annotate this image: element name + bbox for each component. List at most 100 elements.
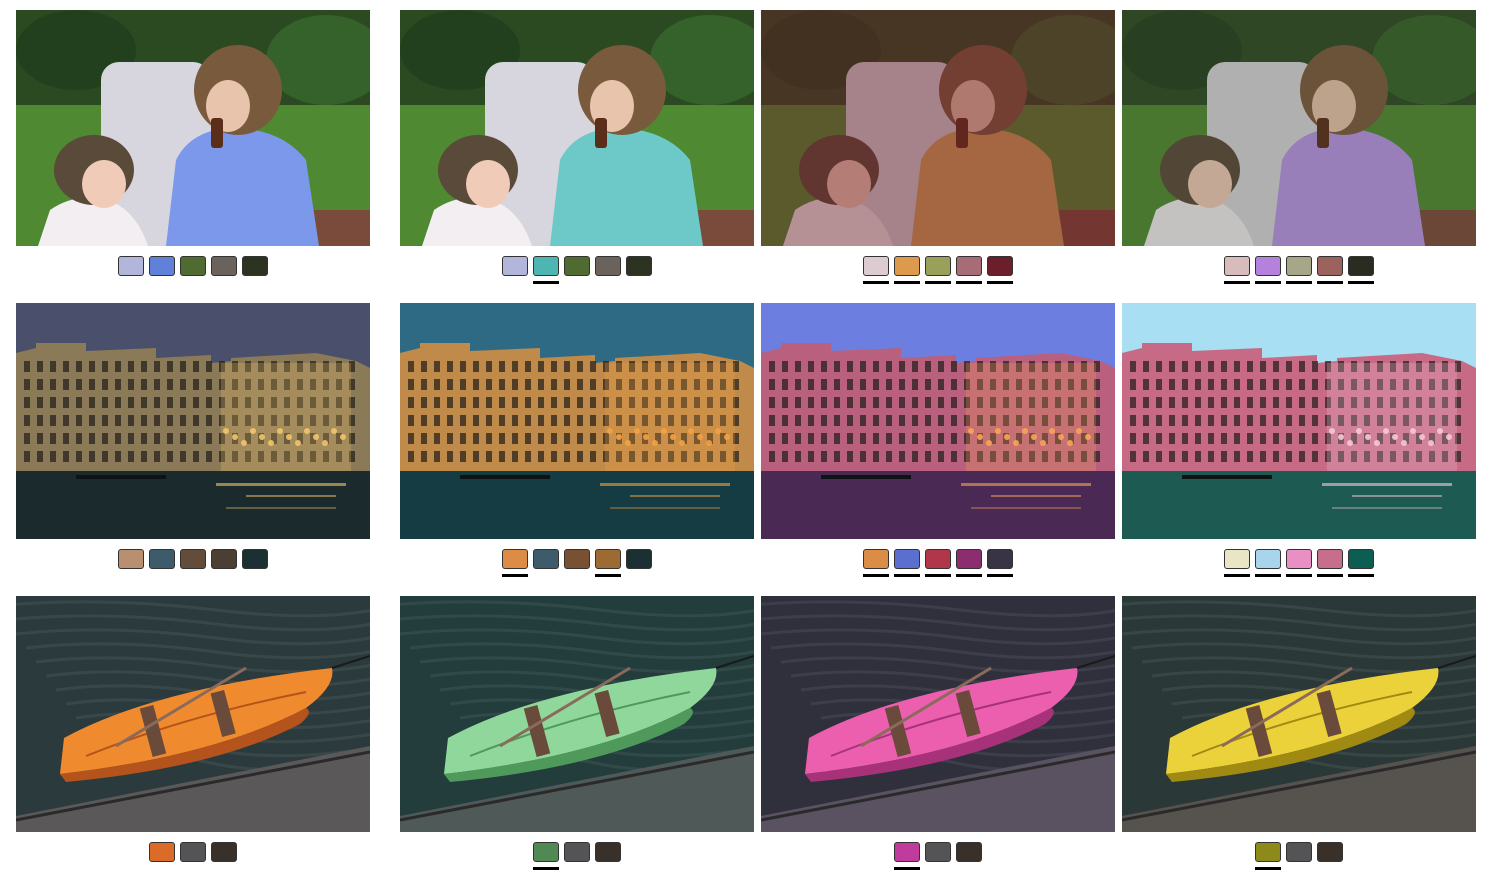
palette-swatch-3[interactable]: [180, 256, 206, 286]
palette-swatch-3[interactable]: [956, 842, 982, 872]
palette-swatch-5[interactable]: [242, 549, 268, 579]
palette-swatch-1[interactable]: [863, 256, 889, 286]
swatch-color[interactable]: [1317, 842, 1343, 862]
palette-swatch-2[interactable]: [925, 842, 951, 872]
swatch-color[interactable]: [180, 842, 206, 862]
swatch-color[interactable]: [894, 549, 920, 569]
swatch-color[interactable]: [956, 549, 982, 569]
palette-swatch-4[interactable]: [956, 549, 982, 579]
swatch-color[interactable]: [595, 842, 621, 862]
swatch-color[interactable]: [564, 549, 590, 569]
palette-swatch-5[interactable]: [626, 549, 652, 579]
palette-swatch-1[interactable]: [149, 842, 175, 872]
swatch-color[interactable]: [149, 549, 175, 569]
swatch-color[interactable]: [987, 256, 1013, 276]
swatch-color[interactable]: [1224, 549, 1250, 569]
palette-swatch-1[interactable]: [1224, 549, 1250, 579]
palette-swatch-2[interactable]: [533, 549, 559, 579]
swatch-color[interactable]: [956, 256, 982, 276]
palette-swatch-2[interactable]: [533, 256, 559, 286]
swatch-color[interactable]: [180, 549, 206, 569]
palette-swatch-4[interactable]: [956, 256, 982, 286]
swatch-color[interactable]: [564, 256, 590, 276]
swatch-color[interactable]: [1255, 256, 1281, 276]
swatch-color[interactable]: [987, 549, 1013, 569]
swatch-color[interactable]: [956, 842, 982, 862]
swatch-color[interactable]: [925, 549, 951, 569]
swatch-color[interactable]: [863, 549, 889, 569]
swatch-color[interactable]: [242, 549, 268, 569]
palette-swatch-4[interactable]: [211, 549, 237, 579]
palette-swatch-1[interactable]: [502, 256, 528, 286]
swatch-color[interactable]: [118, 256, 144, 276]
swatch-color[interactable]: [180, 256, 206, 276]
swatch-color[interactable]: [564, 842, 590, 862]
swatch-color[interactable]: [211, 256, 237, 276]
palette-swatch-3[interactable]: [564, 256, 590, 286]
palette-swatch-1[interactable]: [1255, 842, 1281, 872]
swatch-color[interactable]: [1286, 549, 1312, 569]
swatch-color[interactable]: [211, 842, 237, 862]
palette-swatch-1[interactable]: [863, 549, 889, 579]
palette-swatch-1[interactable]: [894, 842, 920, 872]
palette-swatch-2[interactable]: [894, 549, 920, 579]
swatch-color[interactable]: [1286, 842, 1312, 862]
swatch-color[interactable]: [502, 549, 528, 569]
palette-swatch-2[interactable]: [1255, 549, 1281, 579]
palette-swatch-4[interactable]: [211, 256, 237, 286]
palette-swatch-4[interactable]: [1317, 256, 1343, 286]
swatch-color[interactable]: [502, 256, 528, 276]
palette-swatch-2[interactable]: [180, 842, 206, 872]
palette-swatch-1[interactable]: [533, 842, 559, 872]
swatch-color[interactable]: [894, 842, 920, 862]
palette-swatch-3[interactable]: [1286, 256, 1312, 286]
palette-swatch-1[interactable]: [118, 549, 144, 579]
swatch-color[interactable]: [925, 256, 951, 276]
palette-swatch-5[interactable]: [987, 256, 1013, 286]
palette-swatch-2[interactable]: [1255, 256, 1281, 286]
swatch-color[interactable]: [1348, 549, 1374, 569]
swatch-color[interactable]: [1348, 256, 1374, 276]
palette-swatch-4[interactable]: [595, 256, 621, 286]
palette-swatch-2[interactable]: [149, 549, 175, 579]
palette-swatch-3[interactable]: [1317, 842, 1343, 872]
swatch-color[interactable]: [1286, 256, 1312, 276]
palette-swatch-2[interactable]: [564, 842, 590, 872]
palette-swatch-5[interactable]: [1348, 256, 1374, 286]
palette-swatch-2[interactable]: [1286, 842, 1312, 872]
swatch-color[interactable]: [242, 256, 268, 276]
palette-swatch-5[interactable]: [987, 549, 1013, 579]
swatch-color[interactable]: [149, 842, 175, 862]
palette-swatch-5[interactable]: [1348, 549, 1374, 579]
swatch-color[interactable]: [595, 256, 621, 276]
palette-swatch-2[interactable]: [149, 256, 175, 286]
palette-swatch-2[interactable]: [894, 256, 920, 286]
swatch-color[interactable]: [211, 549, 237, 569]
palette-swatch-4[interactable]: [1317, 549, 1343, 579]
swatch-color[interactable]: [626, 256, 652, 276]
swatch-color[interactable]: [1317, 549, 1343, 569]
swatch-color[interactable]: [1224, 256, 1250, 276]
swatch-color[interactable]: [533, 256, 559, 276]
swatch-color[interactable]: [894, 256, 920, 276]
palette-swatch-3[interactable]: [925, 549, 951, 579]
swatch-color[interactable]: [533, 549, 559, 569]
swatch-color[interactable]: [595, 549, 621, 569]
palette-swatch-5[interactable]: [626, 256, 652, 286]
palette-swatch-3[interactable]: [564, 549, 590, 579]
swatch-color[interactable]: [1317, 256, 1343, 276]
swatch-color[interactable]: [118, 549, 144, 569]
swatch-color[interactable]: [863, 256, 889, 276]
swatch-color[interactable]: [1255, 549, 1281, 569]
palette-swatch-1[interactable]: [1224, 256, 1250, 286]
swatch-color[interactable]: [925, 842, 951, 862]
palette-swatch-4[interactable]: [595, 549, 621, 579]
swatch-color[interactable]: [1255, 842, 1281, 862]
palette-swatch-3[interactable]: [211, 842, 237, 872]
palette-swatch-5[interactable]: [242, 256, 268, 286]
palette-swatch-3[interactable]: [925, 256, 951, 286]
palette-swatch-3[interactable]: [595, 842, 621, 872]
palette-swatch-3[interactable]: [180, 549, 206, 579]
palette-swatch-3[interactable]: [1286, 549, 1312, 579]
swatch-color[interactable]: [533, 842, 559, 862]
